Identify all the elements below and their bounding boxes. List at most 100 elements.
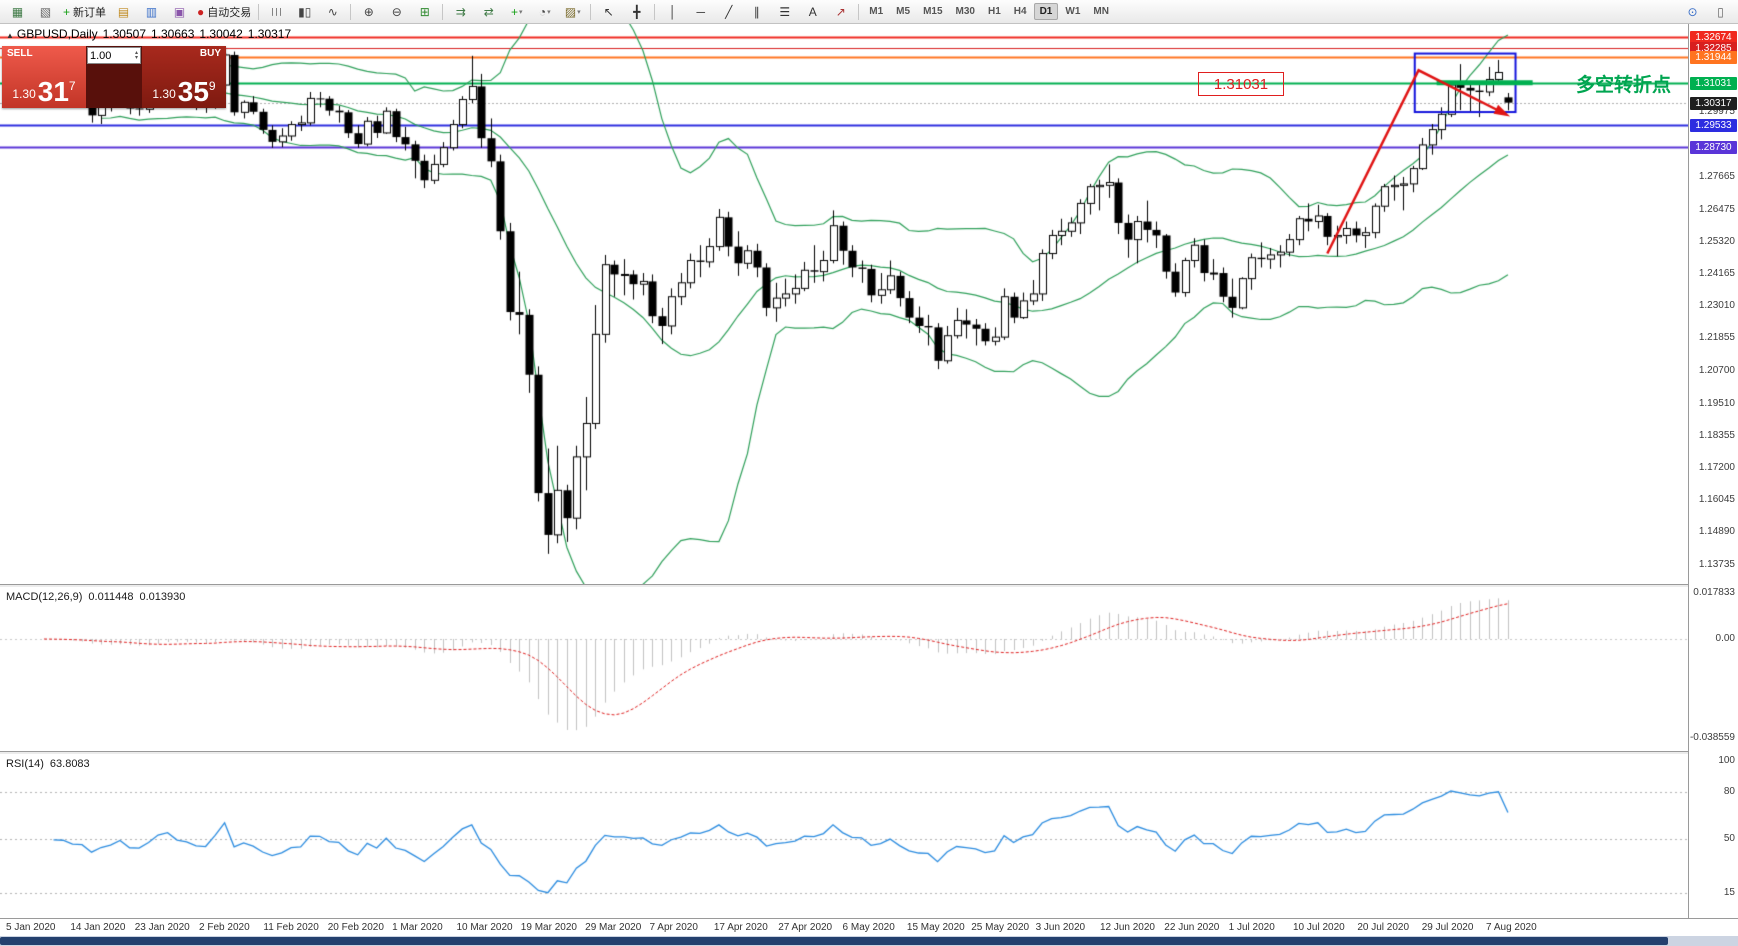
arrows-icon: ↗ <box>835 4 846 19</box>
rsi-pane-canvas[interactable] <box>0 755 1688 918</box>
timeframe-d1[interactable]: D1 <box>1033 3 1059 20</box>
docs-icon: ▯ <box>1717 4 1724 19</box>
price-tick-label: 0.017833 <box>1693 587 1735 599</box>
timeframe-mn[interactable]: MN <box>1093 6 1109 17</box>
auto-trading-button: ● <box>197 4 205 19</box>
zoom-out-icon[interactable]: ⊖ <box>383 1 410 23</box>
navigator-icon[interactable]: ▣ <box>166 1 193 23</box>
candlestick-type-icon[interactable]: ▮▯ <box>291 1 318 23</box>
main-chart-canvas[interactable] <box>0 24 1688 584</box>
tile-windows-icon: ⊞ <box>419 4 430 19</box>
tile-windows-icon[interactable]: ⊞ <box>411 1 438 23</box>
line-chart-type-icon[interactable]: ∿ <box>319 1 346 23</box>
price-axis[interactable]: 1.29975 1.27665 1.26475 1.25320 1.24165 1.230… <box>1688 24 1738 918</box>
date-label: 1 Mar 2020 <box>392 922 443 933</box>
toolbar-separator <box>654 3 656 20</box>
date-label: 11 Feb 2020 <box>263 922 319 933</box>
bar-chart-type-icon: ∣∣∣ <box>270 6 283 16</box>
zoom-in-icon[interactable]: ⊕ <box>355 1 382 23</box>
chart-shift-icon[interactable]: ⇄ <box>475 1 502 23</box>
templates-icon: ▨ <box>564 4 577 19</box>
new-order-button[interactable]: + 新订单 <box>60 1 109 23</box>
turning-point-annotation[interactable]: 多空转折点 <box>1576 75 1672 96</box>
price-level-label[interactable]: 1.31031 <box>1198 72 1284 96</box>
date-axis[interactable]: 5 Jan 2020 14 Jan 2020 23 Jan 2020 2 Feb 20… <box>0 918 1738 936</box>
auto-scroll-icon: ⇉ <box>455 4 466 19</box>
macd-signal-value: 0.013930 <box>139 591 186 603</box>
price-tick-label: 0.00 <box>1715 633 1735 644</box>
chevron-down-icon: ▾ <box>519 8 523 16</box>
text-label-icon[interactable]: A <box>799 1 826 23</box>
date-label: 27 Apr 2020 <box>778 922 833 933</box>
macd-name: MACD(12,26,9) <box>6 591 83 603</box>
buy-label: BUY <box>199 48 221 59</box>
price-tag: 1.29533 <box>1690 118 1737 132</box>
date-label: 20 Feb 2020 <box>327 922 384 933</box>
market-watch-icon: ▤ <box>117 4 130 19</box>
price-tick-label: 1.29975 <box>1698 106 1735 118</box>
new-chart-icon[interactable]: ▦ <box>4 1 31 23</box>
macd-pane-canvas[interactable] <box>0 588 1688 751</box>
equidistant-channel-icon[interactable]: ∥ <box>743 1 770 23</box>
pane-separator[interactable] <box>0 584 1738 588</box>
one-click-trading-panel: SELL 1.30 31 7 1.00 ▴ ▾ BUY 1.30 35 9 <box>2 46 226 108</box>
new-order-button: + <box>63 4 71 19</box>
vertical-line-icon[interactable]: │ <box>659 1 686 23</box>
periods-icon[interactable]: ◔ ▾ <box>531 1 558 23</box>
cursor-icon[interactable]: ↖ <box>595 1 622 23</box>
price-tick-label: 1.26475 <box>1698 203 1735 215</box>
window-tile-icon[interactable]: ▧ <box>32 1 59 23</box>
date-label: 10 Jul 2020 <box>1293 922 1345 933</box>
one-click-collapse-icon[interactable]: ▲ <box>6 31 14 40</box>
auto-scroll-icon[interactable]: ⇉ <box>447 1 474 23</box>
horizontal-line-icon[interactable]: ─ <box>687 1 714 23</box>
templates-icon[interactable]: ▨ ▾ <box>559 1 586 23</box>
chart-shift-icon: ⇄ <box>483 4 494 19</box>
timeframe-w1[interactable]: W1 <box>1065 6 1081 17</box>
sell-button[interactable]: SELL 1.30 31 7 <box>2 46 86 108</box>
date-label: 2 Feb 2020 <box>199 922 250 933</box>
docs-icon[interactable]: ▯ <box>1707 1 1734 23</box>
price-tick-label: 1.14890 <box>1698 526 1735 538</box>
volume-up-icon[interactable]: ▴ <box>134 49 138 56</box>
indicators-icon[interactable]: + ▾ <box>503 1 530 23</box>
arrows-icon[interactable]: ↗ <box>827 1 854 23</box>
search-icon[interactable]: ⊙ <box>1679 1 1706 23</box>
pane-separator[interactable] <box>0 751 1738 755</box>
data-window-icon[interactable]: ▥ <box>138 1 165 23</box>
timeframe-h1[interactable]: H1 <box>987 6 1001 17</box>
price-tag: 1.28730 <box>1690 140 1737 154</box>
data-window-icon: ▥ <box>145 4 158 19</box>
buy-price: 1.30 35 9 <box>152 76 216 107</box>
market-watch-icon[interactable]: ▤ <box>110 1 137 23</box>
price-tick-label: 1.20700 <box>1698 364 1735 376</box>
date-label: 7 Apr 2020 <box>649 922 698 933</box>
bar-chart-type-icon[interactable]: ∣∣∣ <box>263 1 290 23</box>
volume-down-icon[interactable]: ▾ <box>134 54 138 61</box>
auto-trading-button[interactable]: ● 自动交易 <box>194 1 254 23</box>
date-label: 17 Apr 2020 <box>713 922 768 933</box>
price-tag: 1.30317 <box>1690 96 1737 110</box>
timeframe-m5[interactable]: M5 <box>896 6 911 17</box>
search-icon: ⊙ <box>1687 4 1698 19</box>
timeframe-m30[interactable]: M30 <box>955 6 975 17</box>
date-label: 15 May 2020 <box>906 922 965 933</box>
timeframe-m1[interactable]: M1 <box>869 6 884 17</box>
timeframe-h4[interactable]: H4 <box>1013 6 1027 17</box>
date-label: 22 Jun 2020 <box>1164 922 1220 933</box>
scrollbar-thumb[interactable] <box>0 937 1668 945</box>
date-label: 3 Jun 2020 <box>1035 922 1086 933</box>
chevron-down-icon: ▾ <box>577 8 581 16</box>
fibonacci-icon[interactable]: ☰ <box>771 1 798 23</box>
toolbar: ▦ ▧ + 新订单 ▤ ▥ ▣ ● 自动交易 ∣∣∣ ▮▯ ∿ ⊕ ⊖ ⊞ ⇉ ⇄ + ▾ ◔ ▾ ▨ ▾ ↖ ╋ │ ─ ╱ ∥ ☰ A ↗… <box>0 0 1738 24</box>
buy-button[interactable]: BUY 1.30 35 9 <box>142 46 226 108</box>
crosshair-icon: ╋ <box>633 4 641 19</box>
price-tick-label: 1.25320 <box>1698 235 1735 247</box>
trendline-icon[interactable]: ╱ <box>715 1 742 23</box>
timeframe-m15[interactable]: M15 <box>923 6 943 17</box>
sell-label: SELL <box>7 48 33 59</box>
volume-input[interactable]: 1.00 ▴ ▾ <box>87 47 141 64</box>
crosshair-icon[interactable]: ╋ <box>623 1 650 23</box>
low-value: 1.30042 <box>199 27 243 41</box>
vertical-line-icon: │ <box>669 4 677 19</box>
